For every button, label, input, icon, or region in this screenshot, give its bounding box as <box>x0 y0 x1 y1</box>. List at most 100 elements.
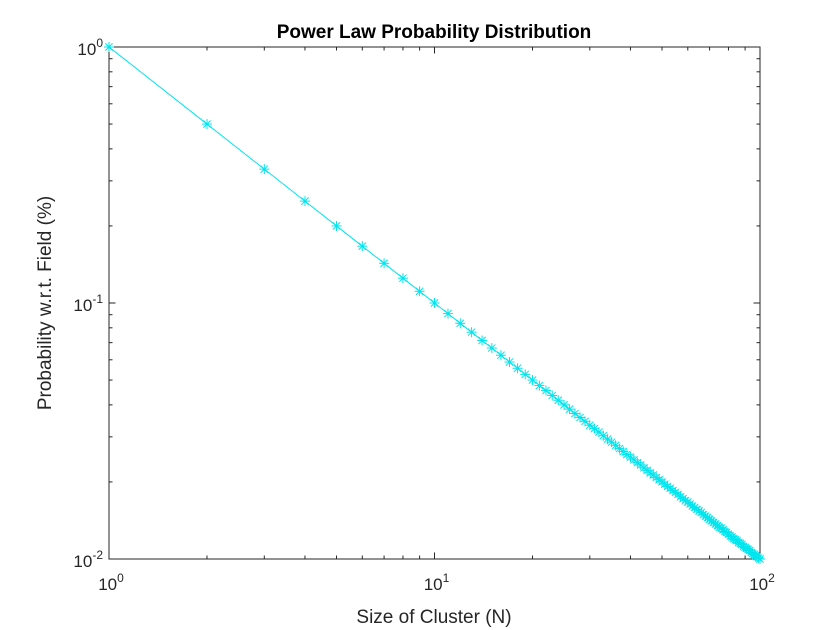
y-tick-label: 100 <box>77 36 103 59</box>
data-point-marker <box>651 472 662 483</box>
marker-stroke <box>590 424 599 433</box>
y-tick-label: 10-2 <box>73 548 103 571</box>
data-point-marker <box>580 416 591 427</box>
marker-stroke <box>626 453 635 462</box>
y-axis-label: Probability w.r.t. Field (%) <box>35 196 56 410</box>
marker-stroke <box>594 428 603 437</box>
marker-stroke <box>607 438 616 447</box>
data-point-marker <box>662 481 673 492</box>
marker-stroke <box>646 468 655 477</box>
data-point-marker <box>414 286 425 297</box>
data-point-marker <box>486 343 497 354</box>
marker-stroke <box>715 523 724 532</box>
y-tick-label-exponent: -2 <box>92 548 103 562</box>
data-point-marker <box>755 554 765 564</box>
marker-stroke <box>535 381 544 390</box>
data-point-marker <box>331 220 342 231</box>
marker-stroke <box>599 431 608 440</box>
marker-stroke <box>622 450 631 459</box>
marker-stroke <box>729 534 738 543</box>
marker-stroke <box>603 435 612 444</box>
marker-stroke <box>358 242 367 251</box>
y-tick-label-base: 10 <box>73 552 92 571</box>
marker-stroke <box>576 413 585 422</box>
marker-stroke <box>456 319 465 328</box>
marker-stroke <box>560 400 568 409</box>
marker-stroke <box>467 328 476 337</box>
data-point-marker <box>553 395 564 406</box>
x-tick-label-exponent: 1 <box>443 571 450 585</box>
x-axis-label: Size of Cluster (N) <box>356 607 511 628</box>
x-tick-label-exponent: 0 <box>117 571 124 585</box>
data-point-marker <box>429 298 440 308</box>
marker-stroke <box>380 259 389 268</box>
marker-stroke <box>105 43 113 51</box>
marker-stroke <box>652 473 661 482</box>
marker-stroke <box>565 405 574 414</box>
marker-stroke <box>581 417 589 426</box>
x-tick-label: 102 <box>749 571 775 594</box>
x-tick-label: 101 <box>424 571 450 594</box>
data-series <box>104 42 765 564</box>
marker-stroke <box>444 309 452 318</box>
marker-stroke <box>615 444 624 453</box>
marker-stroke <box>496 351 505 360</box>
x-tick-label: 100 <box>98 571 124 594</box>
marker-stroke <box>399 274 407 283</box>
data-point-marker <box>201 119 212 130</box>
marker-stroke <box>203 120 211 129</box>
data-point-marker <box>455 318 466 329</box>
marker-stroke <box>301 197 309 206</box>
data-point-marker <box>602 434 613 445</box>
marker-stroke <box>720 527 729 536</box>
chart-title: Power Law Probability Distribution <box>277 22 592 43</box>
marker-stroke <box>487 344 496 352</box>
y-tick-label-base: 10 <box>77 40 96 59</box>
x-tick-label-base: 10 <box>424 575 443 594</box>
data-point-marker <box>104 42 114 52</box>
marker-stroke <box>554 396 563 405</box>
data-point-marker <box>540 385 551 396</box>
y-tick-label: 10-1 <box>73 292 103 315</box>
data-point-marker <box>299 196 310 207</box>
marker-stroke <box>478 336 487 345</box>
marker-stroke <box>260 165 269 174</box>
marker-stroke <box>528 376 537 385</box>
marker-stroke <box>521 370 530 379</box>
marker-stroke <box>548 391 557 400</box>
data-point-marker <box>357 241 368 252</box>
x-tick-label-base: 10 <box>98 575 117 594</box>
series-markers <box>104 42 765 564</box>
data-point-marker <box>495 350 506 361</box>
marker-stroke <box>542 386 550 395</box>
data-point-marker <box>559 399 570 410</box>
data-point-marker <box>512 363 523 374</box>
data-point-marker <box>569 408 580 419</box>
y-tick-label-base: 10 <box>73 296 92 315</box>
marker-stroke <box>633 458 642 467</box>
x-tick-label-base: 10 <box>749 575 768 594</box>
data-point-marker <box>547 390 558 401</box>
marker-stroke <box>570 409 579 418</box>
data-point-marker <box>564 404 575 415</box>
marker-stroke <box>756 555 764 563</box>
minor-ticks <box>109 47 760 559</box>
x-tick-labels: 100 101 102 <box>98 571 775 594</box>
data-point-marker <box>527 375 538 386</box>
data-point-marker <box>477 335 488 346</box>
data-point-marker <box>397 273 408 284</box>
data-point-marker <box>520 369 531 380</box>
data-point-marker <box>534 380 545 391</box>
data-point-marker <box>504 357 515 368</box>
data-point-marker <box>466 327 477 338</box>
marker-stroke <box>332 221 341 230</box>
marker-stroke <box>415 287 424 296</box>
y-tick-label-exponent: -1 <box>92 292 103 306</box>
data-point-marker <box>442 308 453 319</box>
marker-stroke <box>505 358 514 366</box>
data-point-marker <box>259 164 270 175</box>
x-tick-label-exponent: 2 <box>768 571 775 585</box>
marker-stroke <box>585 421 594 430</box>
